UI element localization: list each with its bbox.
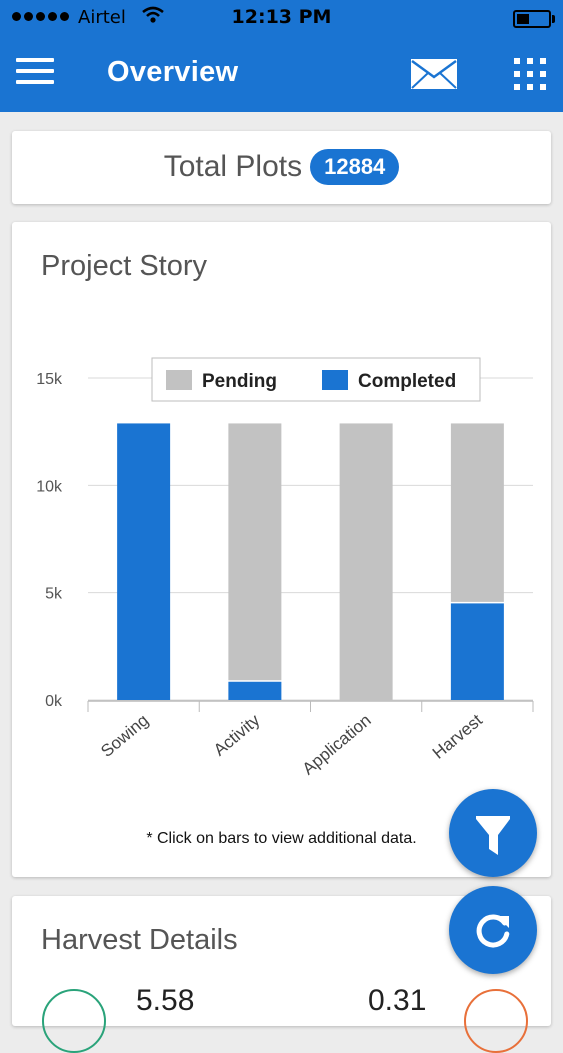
total-plots-label: Total Plots bbox=[163, 150, 303, 183]
bar-completed[interactable] bbox=[117, 423, 171, 700]
y-tick-label: 10k bbox=[36, 478, 63, 495]
y-tick-label: 0k bbox=[45, 693, 63, 710]
total-plots-badge: 12884 bbox=[310, 149, 400, 185]
project-story-card: Project Story 0k 5k 10k 15k Sowing Activity Ap… bbox=[12, 222, 551, 877]
harvest-details-title: Harvest Details bbox=[41, 924, 238, 956]
bar-pending[interactable] bbox=[228, 423, 282, 681]
x-tick-label: Activity bbox=[210, 710, 264, 759]
chart-footnote: * Click on bars to view additional data. bbox=[146, 830, 417, 847]
y-tick-label: 15k bbox=[36, 371, 63, 388]
legend-swatch-completed bbox=[322, 370, 348, 390]
battery-icon bbox=[513, 10, 555, 28]
signal-strength-icon bbox=[12, 12, 69, 21]
y-tick-label: 5k bbox=[45, 586, 63, 603]
legend-label-completed: Completed bbox=[358, 371, 456, 392]
page-title: Overview bbox=[107, 56, 239, 88]
apps-grid-icon[interactable] bbox=[512, 56, 548, 92]
mail-icon[interactable] bbox=[410, 58, 458, 90]
bar-completed[interactable] bbox=[228, 681, 282, 700]
x-tick-label: Harvest bbox=[429, 710, 486, 762]
chart-legend bbox=[151, 357, 481, 402]
harvest-stat-left-value: 5.58 bbox=[136, 984, 195, 1017]
harvest-stat-right-value: 0.31 bbox=[368, 984, 427, 1017]
bar-pending[interactable] bbox=[450, 423, 504, 602]
filter-icon bbox=[476, 816, 510, 855]
app-bar: Overview bbox=[0, 36, 563, 112]
legend-swatch-pending bbox=[166, 370, 192, 390]
filter-button[interactable] bbox=[449, 789, 537, 877]
wifi-icon bbox=[142, 6, 164, 23]
bar-completed[interactable] bbox=[450, 603, 504, 700]
project-story-title: Project Story bbox=[41, 250, 207, 282]
total-plots-card: Total Plots 12884 bbox=[12, 131, 551, 204]
project-story-chart: 0k 5k 10k 15k Sowing Activity Application Harve… bbox=[36, 357, 534, 779]
x-tick-label: Application bbox=[299, 711, 375, 779]
status-bar: Airtel 12:13 PM bbox=[0, 0, 563, 36]
legend-label-pending: Pending bbox=[202, 371, 277, 392]
refresh-icon bbox=[476, 914, 510, 948]
x-tick-label: Sowing bbox=[97, 711, 152, 761]
status-time: 12:13 PM bbox=[231, 6, 332, 28]
harvest-stat-right-ring bbox=[464, 989, 528, 1053]
refresh-button[interactable] bbox=[449, 886, 537, 974]
bar-pending[interactable] bbox=[339, 423, 393, 700]
harvest-stat-left-ring bbox=[42, 989, 106, 1053]
carrier-name: Airtel bbox=[78, 7, 126, 28]
hamburger-menu-icon[interactable] bbox=[16, 58, 54, 88]
